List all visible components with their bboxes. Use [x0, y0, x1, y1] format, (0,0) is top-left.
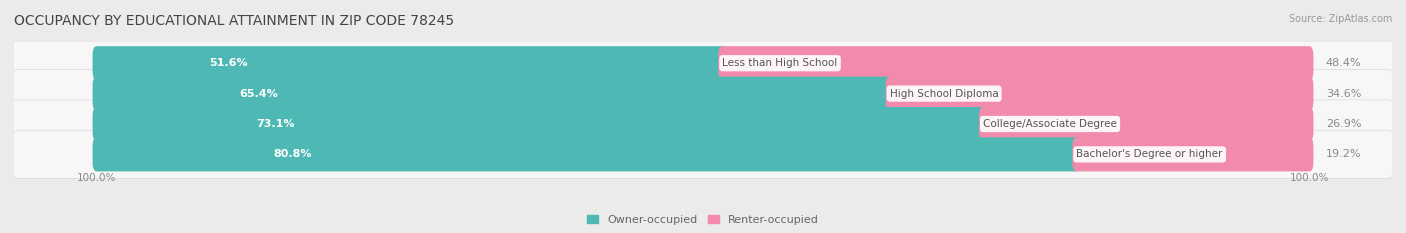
- Text: 100.0%: 100.0%: [77, 173, 117, 183]
- Text: Source: ZipAtlas.com: Source: ZipAtlas.com: [1288, 14, 1392, 24]
- FancyBboxPatch shape: [93, 77, 894, 111]
- FancyBboxPatch shape: [93, 46, 727, 80]
- FancyBboxPatch shape: [13, 130, 1393, 178]
- Text: 19.2%: 19.2%: [1326, 149, 1361, 159]
- FancyBboxPatch shape: [13, 69, 1393, 118]
- FancyBboxPatch shape: [1073, 137, 1313, 171]
- Text: 65.4%: 65.4%: [239, 89, 278, 99]
- FancyBboxPatch shape: [13, 39, 1393, 87]
- Text: 100.0%: 100.0%: [1289, 173, 1329, 183]
- Text: OCCUPANCY BY EDUCATIONAL ATTAINMENT IN ZIP CODE 78245: OCCUPANCY BY EDUCATIONAL ATTAINMENT IN Z…: [14, 14, 454, 28]
- FancyBboxPatch shape: [93, 107, 987, 141]
- Text: College/Associate Degree: College/Associate Degree: [983, 119, 1116, 129]
- Legend: Owner-occupied, Renter-occupied: Owner-occupied, Renter-occupied: [582, 210, 824, 229]
- Text: 34.6%: 34.6%: [1326, 89, 1361, 99]
- Text: 48.4%: 48.4%: [1326, 58, 1361, 68]
- FancyBboxPatch shape: [718, 46, 1313, 80]
- Text: 73.1%: 73.1%: [256, 119, 295, 129]
- Text: High School Diploma: High School Diploma: [890, 89, 998, 99]
- Text: Bachelor's Degree or higher: Bachelor's Degree or higher: [1077, 149, 1223, 159]
- Text: 26.9%: 26.9%: [1326, 119, 1361, 129]
- Text: 51.6%: 51.6%: [209, 58, 247, 68]
- FancyBboxPatch shape: [886, 77, 1313, 111]
- Text: 80.8%: 80.8%: [273, 149, 312, 159]
- FancyBboxPatch shape: [13, 100, 1393, 148]
- FancyBboxPatch shape: [979, 107, 1313, 141]
- FancyBboxPatch shape: [93, 137, 1081, 171]
- Text: Less than High School: Less than High School: [723, 58, 838, 68]
